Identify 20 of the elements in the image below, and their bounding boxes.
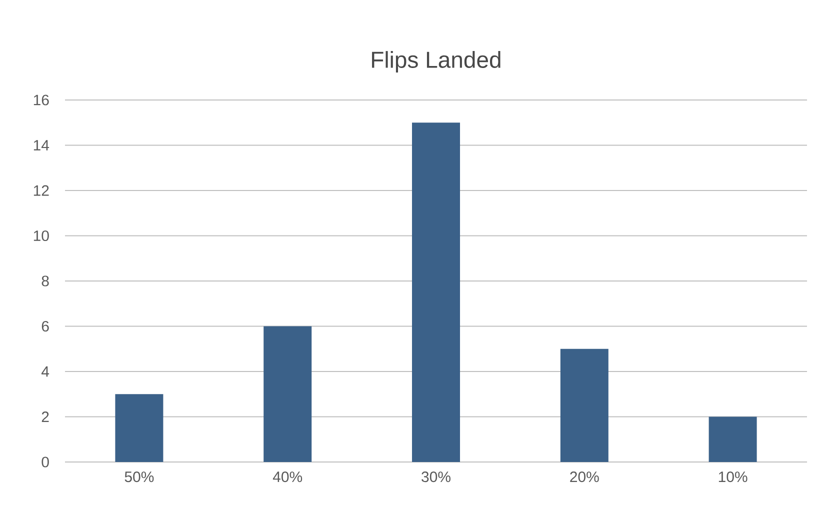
- x-tick-label: 40%: [272, 472, 302, 482]
- bar: [115, 394, 164, 462]
- bar: [708, 416, 757, 462]
- x-tick-label: 10%: [718, 472, 748, 482]
- y-tick-label: 14: [34, 140, 50, 150]
- chart-title: Flips Landed: [372, 51, 500, 72]
- x-tick-label: 30%: [422, 472, 450, 482]
- y-tick-label: 2: [42, 412, 49, 422]
- y-tick-label: 12: [34, 185, 49, 196]
- y-tick-label: 16: [34, 94, 49, 106]
- x-tick-label: 50%: [124, 472, 154, 482]
- y-tick-label: 0: [42, 456, 49, 468]
- y-tick-label: 4: [41, 366, 50, 377]
- y-tick-label: 10: [34, 230, 49, 242]
- bar: [412, 122, 460, 462]
- bar: [560, 348, 608, 462]
- x-tick-label: 20%: [570, 472, 599, 482]
- bar: [264, 326, 312, 462]
- y-tick-label: 8: [42, 276, 49, 286]
- y-tick-label: 6: [42, 320, 49, 332]
